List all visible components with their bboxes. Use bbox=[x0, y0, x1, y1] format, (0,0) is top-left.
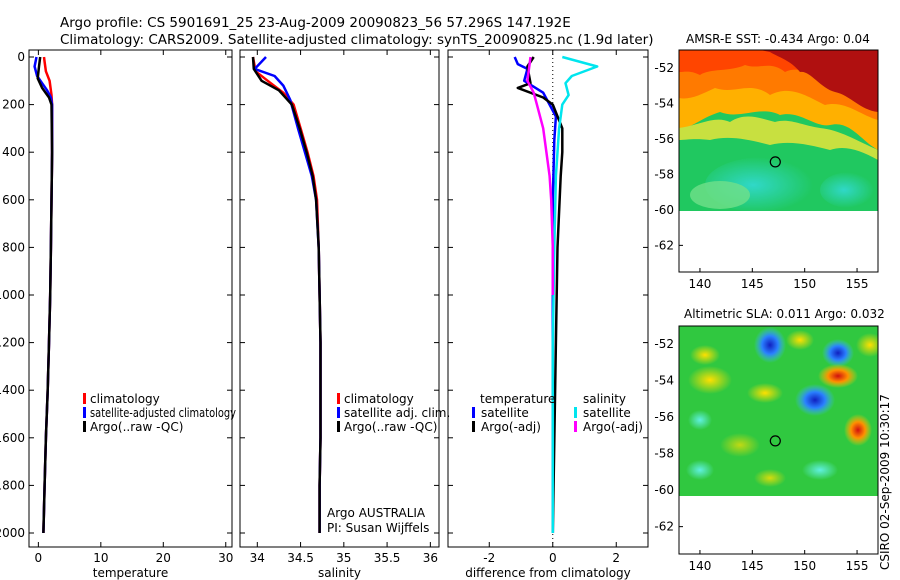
legend-swatch-sal-argo bbox=[574, 421, 577, 432]
legend-swatch-temp-satellite bbox=[472, 407, 475, 418]
difference-panel-frame bbox=[447, 49, 649, 548]
x-tick-label: 10 bbox=[93, 551, 108, 565]
legend-label-satellite: satellite-adjusted climatology bbox=[90, 406, 236, 420]
map-x-tick-label: 145 bbox=[741, 277, 764, 291]
title-line-2: Climatology: CARS2009. Satellite-adjuste… bbox=[60, 32, 653, 48]
x-tick-label: 2 bbox=[612, 551, 620, 565]
title-line-1: Argo profile: CS 5901691_25 23-Aug-2009 … bbox=[60, 15, 571, 31]
map-y-tick-label: -52 bbox=[654, 61, 674, 75]
map-y-tick-label: -62 bbox=[654, 238, 674, 252]
annotation-pi: PI: Susan Wijffels bbox=[327, 521, 429, 535]
x-axis-label: temperature bbox=[93, 566, 168, 580]
sla-map-frame bbox=[678, 325, 879, 555]
legend-label-temp-argo: Argo(-adj) bbox=[481, 420, 541, 434]
sla-map-title: Altimetric SLA: 0.011 Argo: 0.032 bbox=[684, 307, 885, 321]
series-line-argo-raw-qc bbox=[36, 56, 54, 534]
series-line-argo-raw-qc bbox=[251, 56, 322, 533]
y-tick-label: 2000 bbox=[0, 526, 25, 540]
map-x-tick-label: 140 bbox=[688, 277, 711, 291]
y-tick-label: 1600 bbox=[0, 431, 25, 445]
legend-label-temp-satellite: satellite bbox=[481, 406, 529, 420]
map-y-tick-label: -58 bbox=[654, 167, 674, 181]
x-tick-label: 34 bbox=[250, 551, 265, 565]
legend-swatch-temp-argo bbox=[472, 421, 475, 432]
sst-map-title: AMSR-E SST: -0.434 Argo: 0.04 bbox=[686, 32, 870, 46]
series-line-climatology bbox=[251, 56, 322, 533]
legend-swatch-sal-satellite bbox=[574, 407, 577, 418]
salinity-legend: climatology satellite adj. clim. Argo(..… bbox=[327, 392, 450, 535]
map-y-tick-label: -56 bbox=[654, 410, 674, 424]
legend-label-climatology: climatology bbox=[90, 392, 160, 406]
map-y-tick-label: -60 bbox=[654, 483, 674, 497]
map-x-tick-label: 145 bbox=[741, 559, 764, 573]
difference-legend: temperature satellite Argo(-adj) salinit… bbox=[472, 392, 643, 434]
temperature-legend: climatology satellite-adjusted climatolo… bbox=[83, 392, 236, 434]
y-tick-label: 400 bbox=[2, 145, 25, 159]
map-x-tick-label: 150 bbox=[793, 277, 816, 291]
x-tick-label: 34.5 bbox=[287, 551, 314, 565]
map-y-tick-label: -60 bbox=[654, 203, 674, 217]
y-tick-label: 1200 bbox=[0, 336, 25, 350]
legend-swatch-climatology bbox=[337, 393, 340, 404]
series-line-temperature-argo-adj bbox=[516, 56, 564, 534]
series-group bbox=[33, 55, 599, 534]
sst-map-frame bbox=[678, 49, 879, 273]
x-axis-label: salinity bbox=[318, 566, 361, 580]
legend-label-argo: Argo(..raw -QC) bbox=[90, 420, 183, 434]
legend-label-sal-satellite: satellite bbox=[583, 406, 631, 420]
annotation-argo-australia: Argo AUSTRALIA bbox=[327, 506, 426, 520]
x-tick-label: 36 bbox=[423, 551, 438, 565]
temperature-panel-frame bbox=[28, 49, 233, 548]
x-tick-label: 35.5 bbox=[374, 551, 401, 565]
map-x-tick-label: 155 bbox=[846, 559, 869, 573]
series-line-salinity-satellite bbox=[551, 55, 599, 533]
legend-group-title-temperature: temperature bbox=[480, 392, 555, 406]
legend-swatch-satellite bbox=[83, 407, 86, 418]
map-y-tick-label: -54 bbox=[654, 374, 674, 388]
legend-swatch-satellite bbox=[337, 407, 340, 418]
x-axis-label: difference from climatology bbox=[465, 566, 631, 580]
map-x-tick-label: 140 bbox=[688, 559, 711, 573]
legend-label-argo: Argo(..raw -QC) bbox=[344, 420, 437, 434]
csiro-timestamp: CSIRO 02-Sep-2009 10:30:17 bbox=[878, 394, 892, 570]
x-tick-label: 20 bbox=[156, 551, 171, 565]
y-tick-label: 200 bbox=[2, 98, 25, 112]
sla-argo-marker bbox=[769, 435, 781, 447]
x-tick-label: -2 bbox=[483, 551, 495, 565]
y-tick-label: 1800 bbox=[0, 478, 25, 492]
legend-swatch-argo bbox=[337, 421, 340, 432]
legend-label-climatology: climatology bbox=[344, 392, 414, 406]
map-y-tick-label: -56 bbox=[654, 132, 674, 146]
series-line-satellite-adj-clim bbox=[253, 56, 322, 533]
series-line-salinity-argo-adj bbox=[526, 56, 555, 295]
x-tick-label: 0 bbox=[35, 551, 43, 565]
series-line-temperature-satellite bbox=[513, 56, 558, 533]
y-tick-label: 1400 bbox=[0, 383, 25, 397]
legend-label-sal-argo: Argo(-adj) bbox=[583, 420, 643, 434]
y-tick-label: 600 bbox=[2, 193, 25, 207]
legend-group-title-salinity: salinity bbox=[583, 392, 626, 406]
legend-swatch-climatology bbox=[83, 393, 86, 404]
x-tick-label: 35 bbox=[336, 551, 351, 565]
map-x-tick-label: 155 bbox=[846, 277, 869, 291]
map-x-tick-label: 150 bbox=[793, 559, 816, 573]
legend-label-satellite: satellite adj. clim. bbox=[344, 406, 450, 420]
sla-map-image bbox=[679, 326, 878, 496]
map-y-tick-label: -54 bbox=[654, 96, 674, 110]
legend-swatch-argo bbox=[83, 421, 86, 432]
x-tick-label: 0 bbox=[549, 551, 557, 565]
y-tick-label: 1000 bbox=[0, 288, 25, 302]
salinity-panel-frame bbox=[239, 49, 440, 548]
map-y-tick-label: -58 bbox=[654, 447, 674, 461]
map-y-tick-label: -52 bbox=[654, 337, 674, 351]
y-tick-label: 800 bbox=[2, 240, 25, 254]
sst-map-image bbox=[679, 50, 878, 211]
y-tick-label: 0 bbox=[17, 50, 25, 64]
sst-argo-marker bbox=[769, 156, 781, 168]
map-y-tick-label: -62 bbox=[654, 520, 674, 534]
x-tick-label: 30 bbox=[218, 551, 233, 565]
